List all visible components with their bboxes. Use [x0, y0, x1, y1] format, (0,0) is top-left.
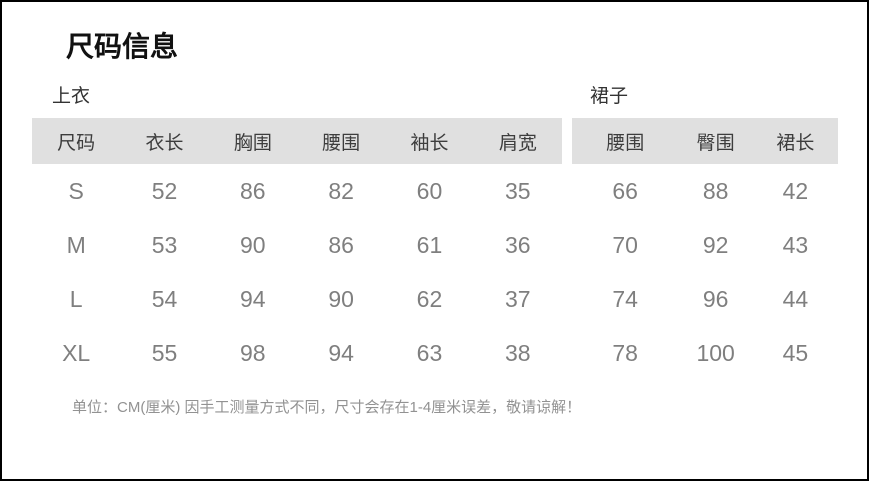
size-cell: XL [62, 339, 91, 366]
value-cell: 98 [240, 339, 266, 366]
section-label-skirt: 裙子 [590, 86, 629, 107]
value-cell: 37 [505, 285, 531, 312]
top-garment-section: 上衣 尺码 衣长 胸围 腰围 袖长 肩宽 S 52 [32, 86, 562, 380]
value-cell: 86 [328, 231, 354, 258]
header-cell-waist: 腰围 [606, 132, 645, 154]
size-cell: S [68, 177, 84, 204]
value-cell: 100 [696, 339, 735, 366]
top-size-table-header: 尺码 衣长 胸围 腰围 袖长 肩宽 [32, 118, 562, 164]
skirt-section: 裙子 腰围 臀围 裙长 66 88 [572, 86, 838, 380]
value-cell: 53 [151, 231, 178, 258]
value-cell: 42 [782, 177, 809, 204]
value-cell: 82 [328, 177, 354, 204]
value-cell: 94 [240, 285, 266, 312]
table-row-s: S 52 86 82 60 35 [32, 164, 562, 218]
header-cell-bust: 胸围 [233, 132, 272, 154]
value-cell: 44 [782, 285, 809, 312]
value-cell: 78 [612, 339, 638, 366]
header-cell-hip: 臀围 [696, 132, 735, 154]
top-size-table-body: S 52 86 82 60 35 M 53 90 86 61 36 [32, 164, 562, 380]
header-cell-sleeve-length: 袖长 [410, 132, 449, 154]
value-cell: 61 [416, 231, 443, 258]
value-cell: 66 [612, 177, 638, 204]
value-cell: 92 [702, 231, 729, 258]
table-row-l: L 54 94 90 62 37 [32, 272, 562, 326]
value-cell: 52 [151, 177, 178, 204]
table-row-s: 66 88 42 [572, 164, 838, 218]
header-cell-garment-length: 衣长 [145, 132, 184, 154]
page-title: 尺码信息 [66, 31, 179, 62]
skirt-size-table-body: 66 88 42 70 92 43 74 96 44 [572, 164, 838, 380]
value-cell: 94 [328, 339, 354, 366]
value-cell: 36 [505, 231, 531, 258]
table-row-l: 74 96 44 [572, 272, 838, 326]
skirt-size-table: 腰围 臀围 裙长 66 88 42 70 92 43 [572, 118, 838, 380]
measurement-note: 单位：CM(厘米) 因手工测量方式不同，尺寸会存在1-4厘米误差，敬请谅解！ [72, 399, 582, 416]
tables-container: 上衣 尺码 衣长 胸围 腰围 袖长 肩宽 S 52 [32, 86, 867, 380]
value-cell: 63 [416, 339, 443, 366]
size-cell: L [69, 285, 83, 312]
value-cell: 45 [782, 339, 809, 366]
value-cell: 38 [505, 339, 531, 366]
value-cell: 54 [151, 285, 178, 312]
value-cell: 74 [612, 285, 638, 312]
size-info-page: 尺码信息 上衣 尺码 衣长 胸围 腰围 袖长 肩宽 S [2, 2, 867, 417]
size-cell: M [66, 231, 86, 258]
value-cell: 60 [416, 177, 443, 204]
value-cell: 90 [240, 231, 266, 258]
table-row-xl: XL 55 98 94 63 38 [32, 326, 562, 380]
table-row-m: 70 92 43 [572, 218, 838, 272]
skirt-size-table-header: 腰围 臀围 裙长 [572, 118, 838, 164]
header-cell-waist: 腰围 [322, 132, 361, 154]
table-row-xl: 78 100 45 [572, 326, 838, 380]
top-size-table: 尺码 衣长 胸围 腰围 袖长 肩宽 S 52 86 82 60 [32, 118, 562, 380]
value-cell: 43 [782, 231, 809, 258]
value-cell: 90 [328, 285, 354, 312]
value-cell: 96 [702, 285, 729, 312]
value-cell: 35 [505, 177, 531, 204]
value-cell: 70 [612, 231, 638, 258]
value-cell: 88 [702, 177, 729, 204]
section-label-top: 上衣 [52, 86, 91, 107]
value-cell: 86 [240, 177, 266, 204]
header-cell-skirt-length: 裙长 [776, 132, 815, 154]
header-cell-shoulder-width: 肩宽 [498, 132, 537, 154]
value-cell: 55 [151, 339, 178, 366]
value-cell: 62 [416, 285, 443, 312]
header-cell-size: 尺码 [57, 132, 96, 154]
header-row: 腰围 臀围 裙长 [572, 118, 838, 164]
table-row-m: M 53 90 86 61 36 [32, 218, 562, 272]
header-row: 尺码 衣长 胸围 腰围 袖长 肩宽 [32, 118, 562, 164]
